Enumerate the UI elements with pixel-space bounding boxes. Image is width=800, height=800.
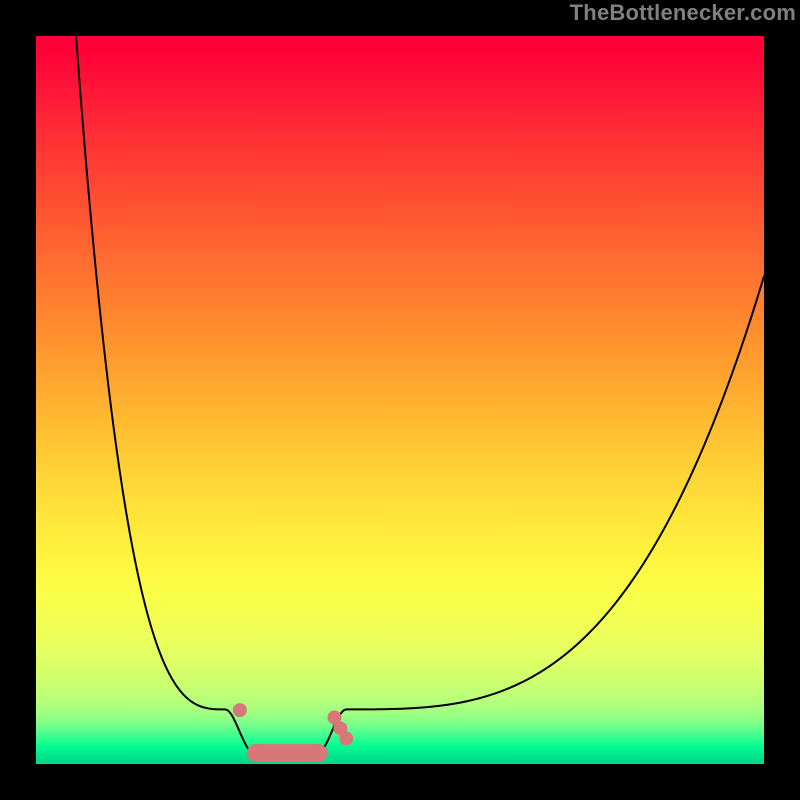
watermark-text: TheBottlenecker.com [570,0,796,26]
marker-dot [339,732,353,746]
plot-area [36,36,764,764]
marker-dot [233,703,247,717]
marker-dot [309,744,327,762]
chart-stage: TheBottlenecker.com [0,0,800,800]
marker-dot [247,744,265,762]
chart-svg [0,0,800,800]
